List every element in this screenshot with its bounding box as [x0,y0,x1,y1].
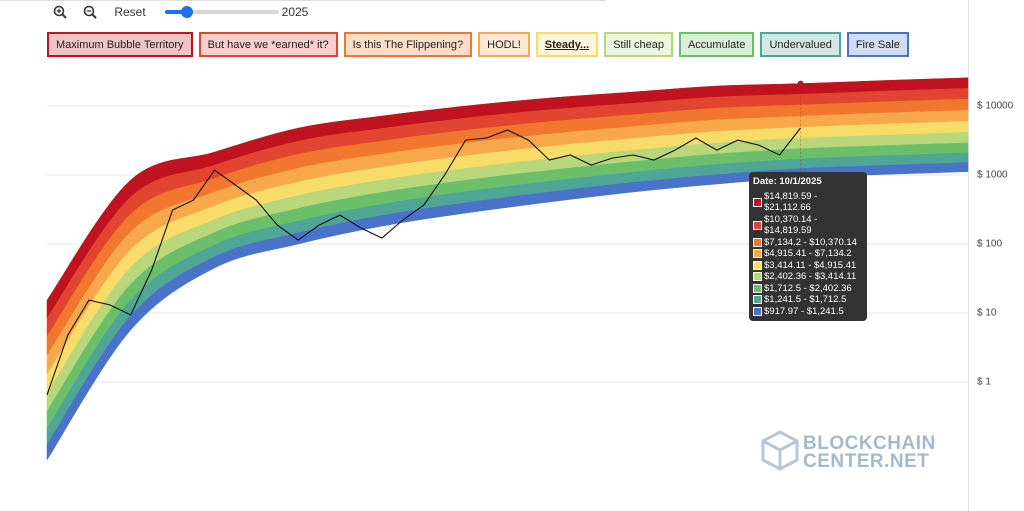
tooltip-row: $917.97 - $1,241.5 [753,306,865,318]
tooltip-text: $1,712.5 - $2,402.36 [764,282,852,294]
tooltip-row: $2,402.36 - $3,414.11 [753,271,865,283]
legend-button[interactable]: But have we *earned* it? [198,32,338,57]
rainbow-band [46,162,969,461]
legend-button[interactable]: HODL! [478,32,530,57]
price-group [46,127,801,396]
y-tick-label: $ 100 [977,239,1002,250]
zoom-out-icon [83,5,97,19]
legend-button[interactable]: Accumulate [678,32,755,57]
tooltip-date: Date: 10/1/2025 [753,176,822,187]
zoom-out-button[interactable] [80,2,100,22]
tooltip-text: $4,915.41 - $7,134.2 [764,248,852,259]
tooltip-text: $3,414.11 - $4,915.41 [764,259,857,271]
tooltip-swatch [753,197,762,207]
y-tick-label: $ 1 [977,377,991,388]
reset-button[interactable]: Reset [114,5,146,19]
tooltip-text: $10,370.14 - $14,819.59 [764,213,818,237]
tooltip-text: $917.97 - $1,241.5 [764,305,844,317]
tooltip-swatch [753,260,762,270]
watermark-line: BLOCKCHAIN [803,433,936,454]
legend-button[interactable]: Maximum Bubble Territory [47,32,193,57]
legend: Maximum Bubble Territory But have we *ear… [47,32,909,57]
tooltip-text: $2,402.36 - $3,414.11 [764,271,857,282]
y-axis: $ 10000 $ 1000 $ 100 $ 10 $ 1 [977,101,1014,388]
legend-button[interactable]: Is this The Flippening? [343,32,473,57]
slider-value: 2025 [281,5,309,19]
tooltip-row: $3,414.11 - $4,915.41 [753,260,865,272]
y-tick-label: $ 10000 [977,101,1014,112]
tooltip-text: $7,134.2 - $10,370.14 [764,236,857,248]
zoom-in-button[interactable] [50,2,70,22]
price-line [46,127,801,396]
legend-button[interactable]: Undervalued [760,32,841,57]
tooltip-row: $14,819.59 - $21,112.66 [753,191,865,214]
tooltip-swatch [753,295,762,305]
tooltip-swatch [753,272,762,282]
tooltip-row: $7,134.2 - $10,370.14 [753,237,865,249]
tooltip-text: $14,819.59 - $21,112.66 [764,190,818,214]
tooltip-rows: $14,819.59 - $21,112.66 $10,370.14 - $14,… [753,191,865,318]
logo [761,430,799,471]
tooltip-swatch [753,306,762,316]
logo-cube-edge [762,439,798,452]
watermark-line: CENTER.NET [803,451,930,472]
year-slider[interactable] [163,2,281,22]
tooltip-swatch [753,220,762,230]
tooltip-row: $4,915.41 - $7,134.2 [753,248,865,260]
tooltip-swatch [753,283,762,293]
tooltip-row: $1,241.5 - $1,712.5 [753,294,865,306]
hover-point [797,80,804,87]
legend-button[interactable]: Still cheap [604,32,673,57]
tooltip-row: $10,370.14 - $14,819.59 [753,214,865,237]
tooltip-swatch [753,237,762,247]
y-tick-label: $ 10 [977,308,997,319]
tooltip-text: $1,241.5 - $1,712.5 [764,294,847,305]
legend-button[interactable]: Steady... [535,32,599,57]
tooltip: Date: 10/1/2025 $14,819.59 - $21,112.66 $… [749,172,867,321]
tooltip-swatch [753,249,762,259]
y-tick-label: $ 1000 [977,170,1008,181]
zoom-in-icon [53,5,67,19]
legend-button[interactable]: Fire Sale [846,32,909,57]
slider-graphic [165,6,279,18]
tooltip-row: $1,712.5 - $2,402.36 [753,283,865,295]
bands [46,77,969,461]
